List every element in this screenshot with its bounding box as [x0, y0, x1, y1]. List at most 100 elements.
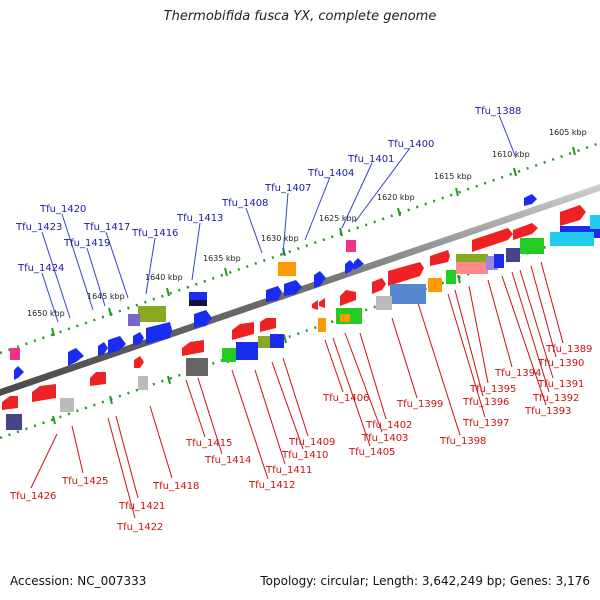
- gene-arrow: [472, 228, 513, 252]
- gene-box: [6, 414, 22, 430]
- gene-box: [390, 284, 426, 304]
- gene-arrow: [98, 342, 108, 356]
- gene-arrow: [2, 396, 18, 410]
- gene-arrow: [32, 384, 56, 402]
- gene-label: Tfu_1388: [474, 106, 521, 117]
- gene-arrow: [284, 280, 302, 296]
- gene-arrow: [513, 223, 538, 240]
- gene-arrow: [260, 318, 276, 332]
- gene-label: Tfu_1424: [17, 263, 64, 274]
- gene-arrow: [134, 356, 144, 368]
- lower-leader-lines: [30, 261, 564, 519]
- gene-arrow: [524, 194, 537, 206]
- gene-label: Tfu_1393: [524, 406, 571, 417]
- gene-label: Tfu_1419: [63, 238, 110, 249]
- gene-arrow: [14, 366, 24, 380]
- gene-label: Tfu_1400: [387, 139, 434, 150]
- gene-label: Tfu_1403: [361, 433, 408, 444]
- topology-text: Topology: circular; Length: 3,642,249 bp…: [260, 574, 590, 588]
- gene-label: Tfu_1425: [61, 476, 108, 487]
- gene-arrow: [232, 322, 254, 340]
- upper-leader-lines: [41, 114, 517, 323]
- gene-label: Tfu_1402: [365, 420, 412, 431]
- gene-label: Tfu_1408: [221, 198, 268, 209]
- gene-label: Tfu_1401: [347, 154, 394, 165]
- gene-label: Tfu_1413: [176, 213, 223, 224]
- gene-label: Tfu_1421: [118, 501, 165, 512]
- gene-arrow: [68, 348, 84, 366]
- gene-box: [138, 376, 148, 390]
- gene-label: Tfu_1395: [469, 384, 516, 395]
- gene-label: Tfu_1423: [15, 222, 62, 233]
- gene-label: Tfu_1394: [494, 368, 541, 379]
- ruler-label: 1630 kbp: [261, 234, 299, 243]
- gene-label: Tfu_1405: [348, 447, 395, 458]
- gene-box: [186, 358, 208, 376]
- ruler-labels: 1605 kbp 1610 kbp 1615 kbp 1620 kbp 1625…: [27, 128, 587, 318]
- gene-label: Tfu_1409: [288, 437, 335, 448]
- gene-box: [456, 262, 488, 274]
- gene-arrow: [560, 205, 586, 226]
- gene-box: [340, 314, 350, 322]
- gene-arrow: [182, 340, 204, 356]
- gene-label: Tfu_1397: [462, 418, 509, 429]
- gene-label: Tfu_1422: [116, 522, 163, 533]
- ruler-label: 1625 kbp: [319, 214, 357, 223]
- gene-label: Tfu_1404: [307, 168, 354, 179]
- gene-box: [278, 262, 296, 276]
- gene-arrow: [146, 322, 172, 344]
- gene-box: [222, 348, 236, 362]
- genome-map: 1605 kbp 1610 kbp 1615 kbp 1620 kbp 1625…: [0, 106, 600, 533]
- gene-features: [2, 194, 600, 430]
- gene-arrow: [319, 298, 325, 308]
- gene-label: Tfu_1410: [281, 450, 328, 461]
- gene-label: Tfu_1414: [204, 455, 251, 466]
- gene-box: [428, 278, 442, 292]
- gene-box: [10, 348, 20, 360]
- gene-arrow: [266, 286, 282, 302]
- gene-label: Tfu_1398: [439, 436, 486, 447]
- gene-label: Tfu_1418: [152, 481, 199, 492]
- gene-label: Tfu_1389: [545, 344, 592, 355]
- gene-arrow: [108, 336, 126, 354]
- gene-box: [346, 240, 356, 252]
- gene-label: Tfu_1415: [185, 438, 232, 449]
- gene-box: [506, 248, 520, 262]
- gene-arrow: [314, 271, 326, 288]
- genome-backbone: [0, 184, 600, 396]
- gene-box: [189, 300, 207, 306]
- gene-label: Tfu_1416: [131, 228, 178, 239]
- gene-arrow: [430, 250, 450, 266]
- gene-arrow: [194, 310, 212, 328]
- gene-box: [550, 232, 594, 246]
- gene-label: Tfu_1426: [9, 491, 56, 502]
- gene-arrow: [90, 372, 106, 386]
- gene-arrow: [133, 332, 144, 346]
- gene-arrow: [354, 258, 364, 270]
- gene-label: Tfu_1411: [265, 465, 312, 476]
- gene-box: [376, 296, 392, 310]
- gene-label: Tfu_1420: [39, 204, 86, 215]
- ruler-label: 1620 kbp: [377, 193, 415, 202]
- ruler-label: 1635 kbp: [203, 254, 241, 263]
- ruler-label: 1645 kbp: [87, 292, 125, 301]
- accession-text: Accession: NC_007333: [10, 574, 147, 588]
- gene-arrow: [372, 278, 386, 294]
- gene-label: Tfu_1412: [248, 480, 295, 491]
- gene-arrow: [388, 262, 424, 286]
- gene-box: [258, 336, 272, 348]
- gene-arrow: [312, 300, 318, 310]
- gene-box: [138, 306, 166, 322]
- ruler-label: 1610 kbp: [492, 150, 530, 159]
- upper-gene-labels: Tfu_1388 Tfu_1400 Tfu_1401 Tfu_1404 Tfu_…: [15, 106, 521, 274]
- ruler-label: 1615 kbp: [434, 172, 472, 181]
- ruler-label: 1605 kbp: [549, 128, 587, 137]
- gene-label: Tfu_1406: [322, 393, 369, 404]
- gene-label: Tfu_1396: [462, 397, 509, 408]
- lower-gene-labels: Tfu_1389 Tfu_1390 Tfu_1391 Tfu_1392 Tfu_…: [9, 344, 592, 533]
- gene-box: [60, 398, 74, 412]
- map-title: Thermobifida fusca YX, complete genome: [163, 9, 437, 24]
- gene-box: [446, 270, 456, 284]
- gene-label: Tfu_1392: [532, 393, 579, 404]
- gene-arrow: [345, 260, 356, 274]
